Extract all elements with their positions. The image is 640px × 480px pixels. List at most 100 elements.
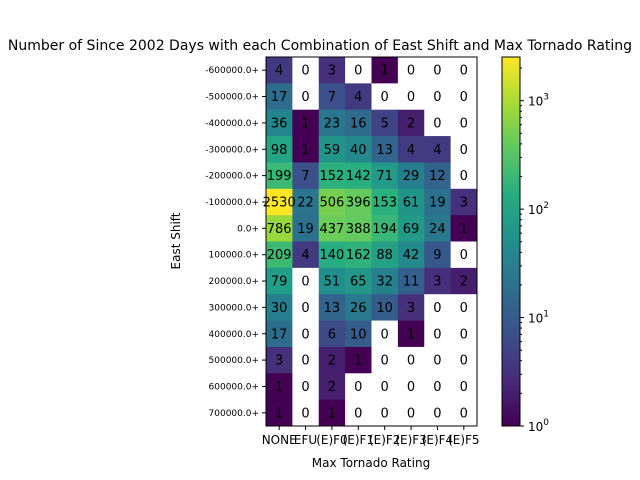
heatmap-cell (397, 57, 425, 84)
cell-value-label: 0 (301, 406, 309, 421)
cell-value-label: 2 (460, 275, 468, 290)
cell-value-label: 0 (433, 116, 441, 131)
cell-value-label: 0 (381, 90, 389, 105)
cell-value-label: 69 (403, 222, 420, 237)
cell-value-label: 1 (381, 64, 389, 79)
heatmap-cell (397, 162, 425, 190)
heatmap-cells (266, 57, 478, 427)
cell-value-label: 194 (372, 222, 397, 237)
heatmap-cell (424, 373, 452, 401)
heatmap-cell (292, 215, 320, 242)
heatmap-cell (397, 136, 425, 163)
heatmap-cell (266, 83, 293, 111)
heatmap-cell (371, 188, 399, 216)
heatmap-cell (424, 346, 452, 374)
x-tick-label: (E)F3 (395, 433, 426, 447)
heatmap-cell (266, 267, 293, 295)
y-tick-label: -100000.0+ (205, 198, 259, 208)
cell-value-label: 1 (301, 116, 309, 131)
cell-value-label: 0 (460, 169, 468, 184)
cell-value-label: 2 (328, 380, 336, 395)
heatmap-cell (266, 373, 293, 401)
heatmap-cell (371, 57, 399, 84)
cell-value-label: 2 (407, 116, 415, 131)
y-axis-ticks: -600000.0+ -500000.0+ -400000.0+ -300000.0+… (205, 66, 266, 419)
cell-value-label: 71 (376, 169, 393, 184)
cell-value-label: 10 (376, 301, 393, 316)
heatmap-cell (292, 162, 320, 190)
heatmap-cell (318, 373, 346, 401)
heatmap-cell (424, 83, 452, 111)
heatmap-cell (397, 346, 425, 374)
cell-value-label: 7 (328, 90, 336, 105)
cell-value-label: 0 (433, 327, 441, 342)
heatmap-cell (292, 57, 320, 84)
cell-value-label: 0 (407, 64, 415, 79)
cell-value-label: 1 (301, 143, 309, 158)
y-tick-label: -300000.0+ (205, 145, 259, 155)
heatmap-cell (318, 320, 346, 348)
cell-value-label: 786 (267, 222, 292, 237)
x-tick-label: (E)F1 (343, 433, 374, 447)
cell-value-label: 199 (267, 169, 292, 184)
heatmap-cell (292, 346, 320, 374)
cell-value-label: 0 (407, 380, 415, 395)
cell-value-label: 0 (433, 301, 441, 316)
heatmap-cell (318, 188, 346, 216)
cell-value-label: 1 (275, 406, 283, 421)
cell-value-label: 162 (346, 248, 371, 263)
heatmap-cell (318, 294, 346, 321)
heatmap-cell (371, 109, 399, 137)
x-tick-label: (E)F4 (422, 433, 453, 447)
cell-value-label: 7 (301, 169, 309, 184)
cell-value-label: 59 (324, 143, 341, 158)
cell-value-label: 0 (354, 380, 362, 395)
cell-value-label: 61 (403, 195, 420, 210)
cell-value-label: 4 (275, 64, 283, 79)
heatmap-cell (345, 373, 372, 401)
heatmap-cell (424, 294, 452, 321)
cell-value-label: 0 (460, 327, 468, 342)
heatmap-cell (292, 267, 320, 295)
cell-value-label: 3 (328, 64, 336, 79)
cell-value-label: 0 (433, 380, 441, 395)
heatmap-cell (292, 83, 320, 111)
heatmap-cell (397, 109, 425, 137)
heatmap-cell (345, 267, 372, 295)
heatmap-cell (266, 346, 293, 374)
y-tick-label: 300000.0+ (209, 303, 259, 313)
heatmap-cell (371, 320, 399, 348)
cell-value-label: 0 (354, 64, 362, 79)
heatmap-cell (345, 320, 372, 348)
heatmap-cell (292, 320, 320, 348)
x-tick-label: (E)F5 (448, 433, 479, 447)
heatmap-cell (266, 188, 293, 216)
heatmap-cell (345, 83, 372, 111)
cell-value-label: 11 (403, 275, 420, 290)
heatmap-cell (450, 373, 478, 401)
heatmap-cell (345, 346, 372, 374)
cell-value-label: 1 (275, 380, 283, 395)
cell-value-label: 36 (271, 116, 288, 131)
cell-value-label: 0 (460, 143, 468, 158)
heatmap-cell (292, 188, 320, 216)
cell-value-label: 0 (460, 64, 468, 79)
cell-value-label: 0 (460, 406, 468, 421)
cell-value-label: 0 (381, 406, 389, 421)
cell-value-label: 2530 (263, 195, 296, 210)
heatmap-cell (318, 136, 346, 163)
heatmap-cell (397, 215, 425, 242)
cell-value-label: 0 (460, 380, 468, 395)
cell-value-label: 0 (460, 354, 468, 369)
y-tick-label: 100000.0+ (209, 251, 259, 261)
colorbar-tick-label: 100 (528, 418, 549, 434)
heatmap-cell (397, 241, 425, 269)
cell-value-label: 0 (407, 406, 415, 421)
heatmap-cell (318, 241, 346, 269)
cell-value-label: 22 (297, 195, 314, 210)
colorbar-tick-label: 102 (528, 201, 549, 217)
heatmap-cell (450, 320, 478, 348)
cell-value-label: 3 (407, 301, 415, 316)
cell-value-label: 4 (354, 90, 362, 105)
